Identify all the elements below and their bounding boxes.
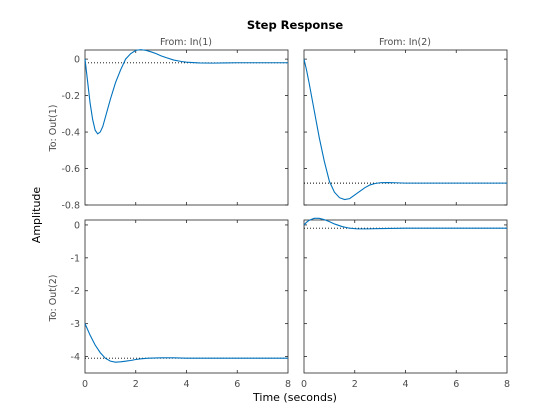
row-label-out1: To: Out(1): [48, 105, 59, 153]
y-tick-label: -0.2: [61, 91, 80, 102]
y-tick-label: -2: [71, 286, 80, 297]
y-tick-label: -4: [71, 352, 80, 363]
panel-out1-in1: 0 -0.2 -0.4 -0.6 -0.8: [61, 49, 289, 212]
chart-title: Step Response: [247, 18, 343, 32]
y-axis-label: Amplitude: [30, 187, 43, 244]
axes-frame: [303, 49, 508, 206]
step-response-line: [303, 58, 507, 201]
x-axis-label: Time (seconds): [252, 391, 337, 404]
y-tick-label: 0: [74, 220, 80, 231]
x-tick-label: 8: [504, 379, 510, 390]
panel-out2-in1: 0 2 4 6 8 0 -1 -2 -3 -4: [71, 219, 291, 390]
x-tick-label: 8: [285, 379, 291, 390]
x-tick-label: 6: [453, 379, 459, 390]
x-tick-label: 4: [183, 379, 189, 390]
x-tick-label: 2: [352, 379, 358, 390]
x-tick-label: 2: [133, 379, 139, 390]
y-tick-label: 0: [74, 55, 80, 66]
step-response-line: [84, 323, 288, 363]
y-tick-label: -0.6: [61, 164, 80, 175]
axes-frame: [303, 219, 508, 374]
x-tick-label: 4: [402, 379, 408, 390]
panel-out2-in2: 0 2 4 6 8: [301, 217, 510, 390]
column-header-in1: From: In(1): [160, 37, 212, 48]
axes-frame: [84, 49, 289, 206]
panel-grid: 0-0.2-0.4-0.6-0.80 2 4 6 80-1-2-3-40 2 4 6 8: [61, 49, 510, 390]
x-tick-label: 6: [234, 379, 240, 390]
x-tick-label: 0: [301, 379, 307, 390]
axes-frame: [84, 219, 289, 374]
panel-out1-in2: [303, 49, 508, 206]
step-response-line: [84, 49, 288, 135]
column-header-in2: From: In(2): [379, 37, 431, 48]
y-tick-label: -1: [71, 253, 80, 264]
y-tick-label: -0.8: [61, 201, 80, 212]
row-label-out2: To: Out(2): [48, 275, 59, 323]
y-tick-label: -3: [71, 319, 80, 330]
y-tick-label: -0.4: [61, 128, 80, 139]
step-response-line: [303, 217, 507, 230]
x-tick-label: 0: [82, 379, 88, 390]
